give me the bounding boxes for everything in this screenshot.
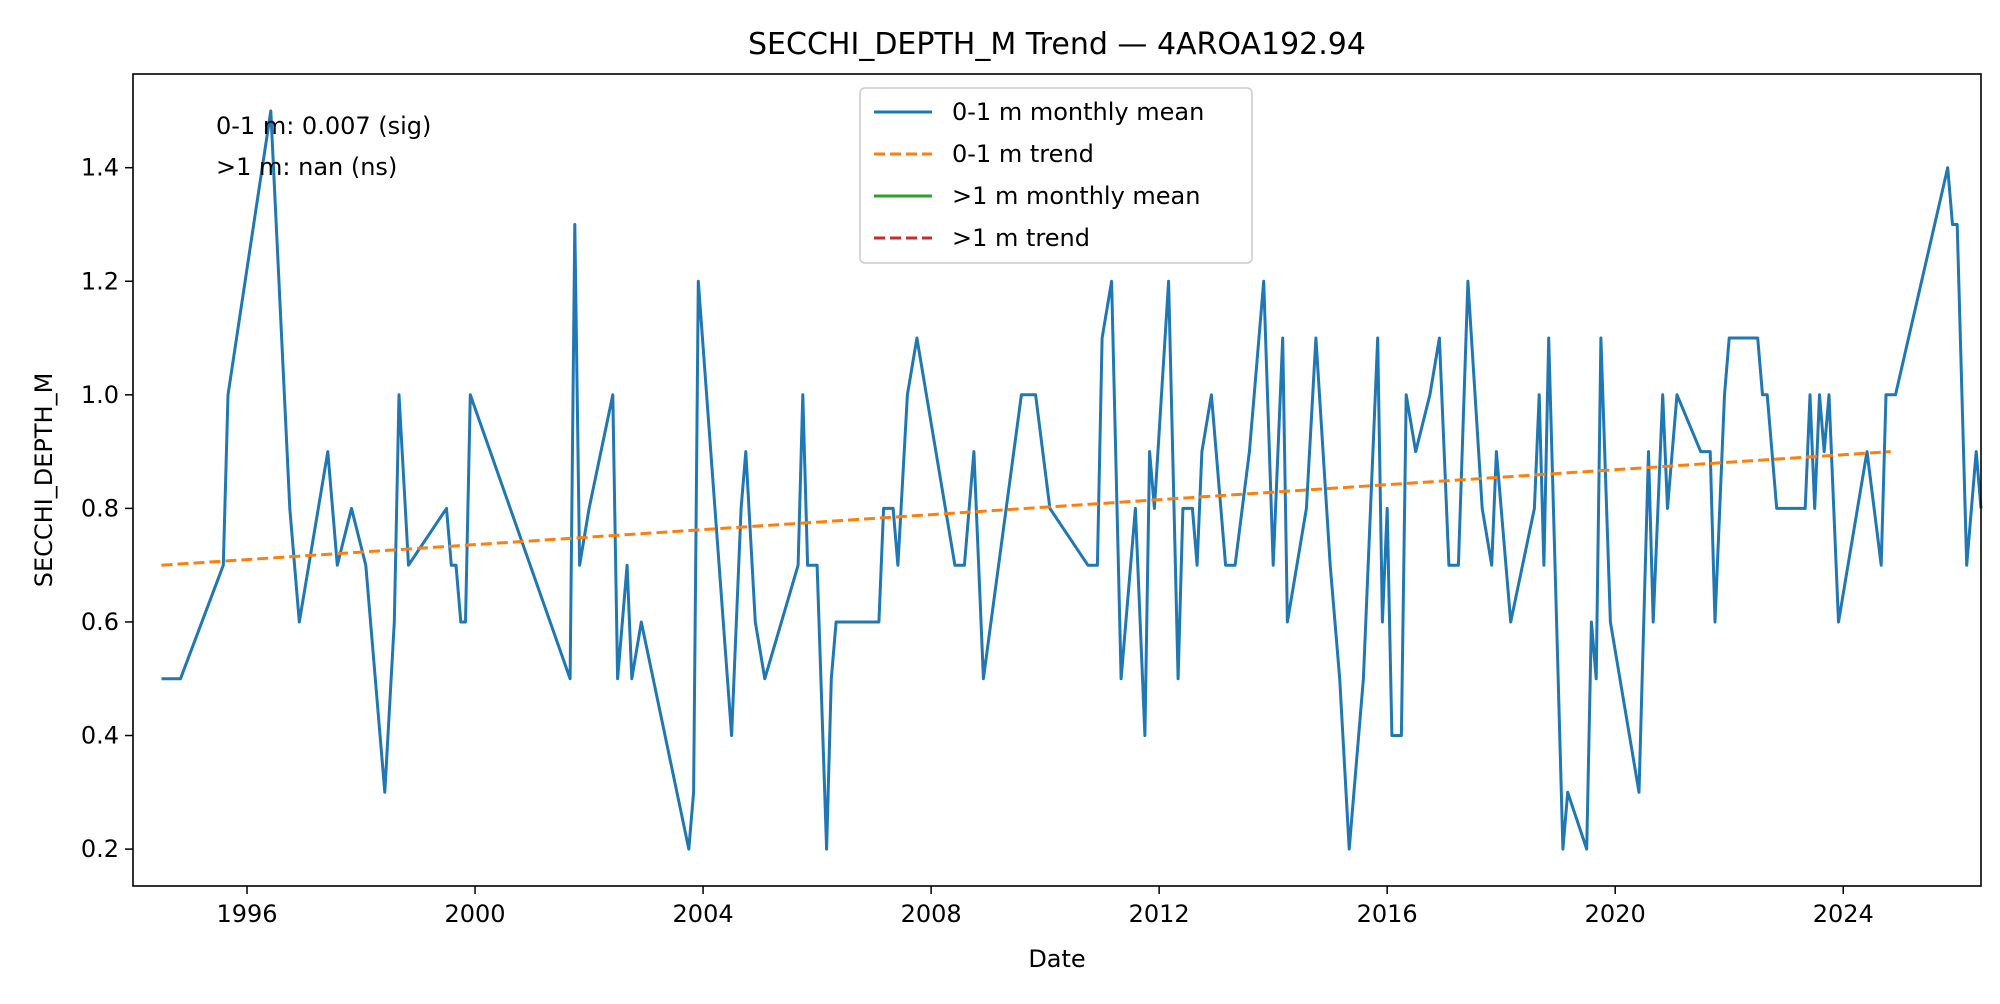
x-axis-title: Date [1028,945,1085,973]
x-tick-label: 2000 [445,900,506,928]
legend: 0-1 m monthly mean 0-1 m trend >1 m monthl… [859,87,1253,264]
x-axis-ticks: 1996 2000 2004 2008 2012 2016 2020 2024 [216,886,1874,928]
y-tick-label: 0.6 [81,608,119,636]
series-line-1 [161,450,1891,567]
plot-area [161,109,1983,851]
series-line-0 [161,109,1983,851]
legend-label-0: 0-1 m monthly mean [952,98,1204,126]
x-tick-label: 2016 [1357,900,1418,928]
legend-label-2: >1 m monthly mean [952,182,1200,210]
y-tick-label: 0.8 [81,494,119,522]
x-tick-label: 2020 [1585,900,1646,928]
legend-label-3: >1 m trend [952,224,1090,252]
x-tick-label: 2024 [1813,900,1874,928]
plot-frame [132,73,1982,887]
x-tick-label: 2012 [1129,900,1190,928]
y-tick-label: 1.2 [81,267,119,295]
legend-entries: 0-1 m monthly mean 0-1 m trend >1 m monthl… [874,98,1204,252]
y-tick-label: 1.0 [81,381,119,409]
annotation-deep-trend: >1 m: nan (ns) [216,153,397,181]
y-tick-label: 1.4 [81,154,119,182]
annotation-shallow-trend: 0-1 m: 0.007 (sig) [216,112,431,140]
y-tick-label: 0.4 [81,722,119,750]
x-tick-label: 2004 [673,900,734,928]
legend-box [859,87,1253,264]
y-tick-label: 0.2 [81,835,119,863]
chart-title: SECCHI_DEPTH_M Trend — 4AROA192.94 [748,27,1366,62]
y-axis-title: SECCHI_DEPTH_M [30,373,58,588]
x-tick-label: 1996 [216,900,277,928]
x-tick-label: 2008 [901,900,962,928]
y-axis-ticks: 0.2 0.4 0.6 0.8 1.0 1.2 1.4 [81,154,133,863]
legend-label-1: 0-1 m trend [952,140,1094,168]
